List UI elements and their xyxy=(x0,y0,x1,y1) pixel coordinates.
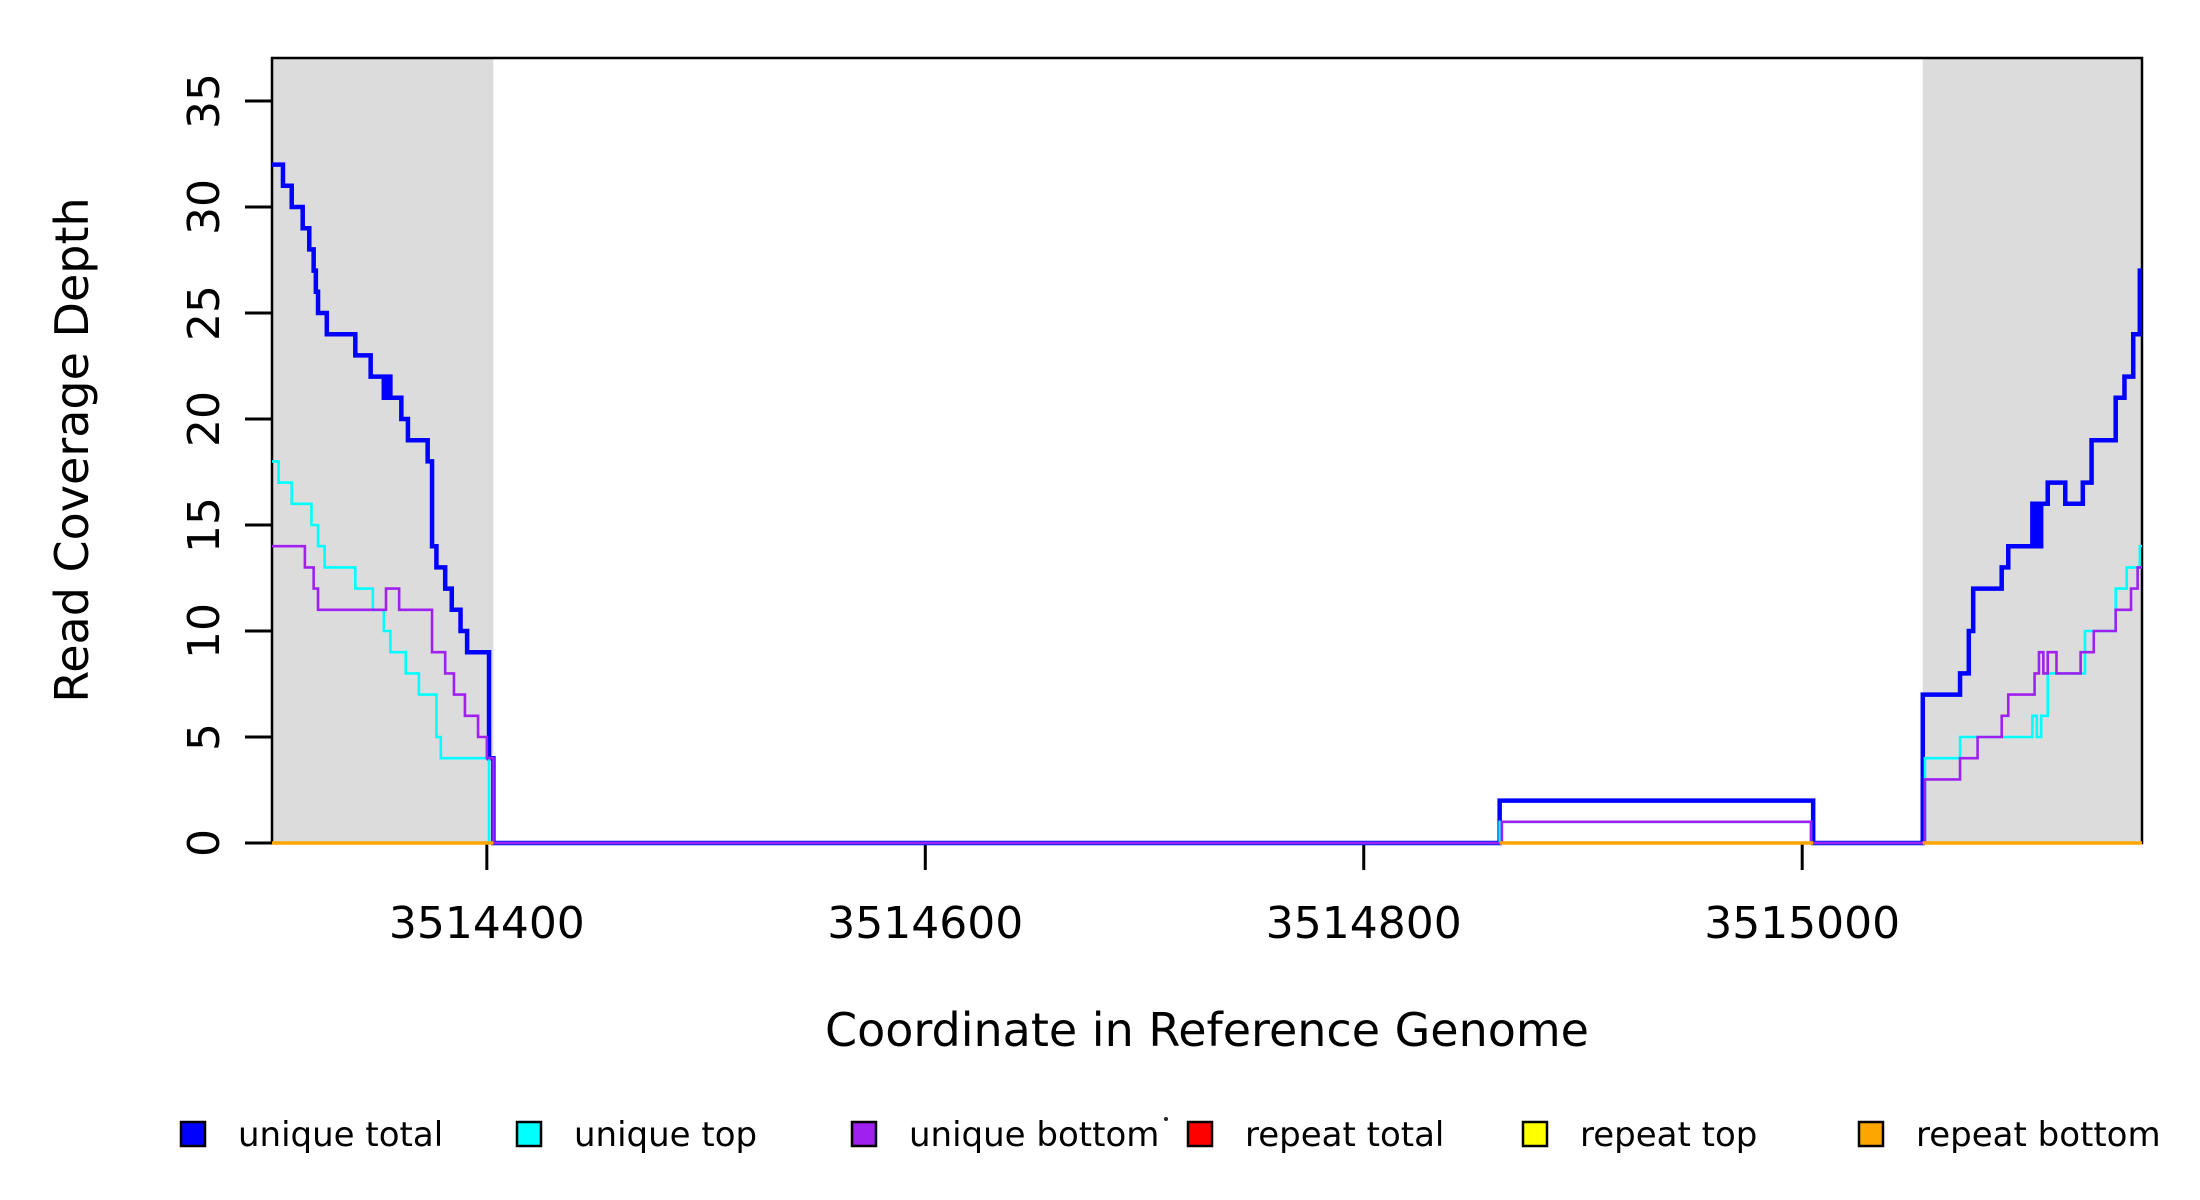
x-tick-label: 3515000 xyxy=(1704,898,1900,949)
y-tick-label: 30 xyxy=(179,179,230,235)
legend-label: repeat bottom xyxy=(1916,1115,2161,1155)
data-series xyxy=(272,162,2143,846)
legend-swatch-repeat-top xyxy=(1521,1120,1549,1148)
legend-label: unique bottom xyxy=(909,1115,1159,1155)
legend-label: repeat top xyxy=(1580,1115,1757,1155)
legend-item-repeat-bottom: repeat bottom xyxy=(1857,1115,2161,1155)
legend-swatch-repeat-bottom xyxy=(1857,1120,1885,1148)
legend-swatch-unique-total xyxy=(179,1120,207,1148)
y-axis: 0 5 10 15 20 25 30 35 xyxy=(179,73,272,857)
legend-swatch-unique-top xyxy=(515,1120,543,1148)
y-tick-label: 10 xyxy=(179,603,230,659)
repeat-region-right xyxy=(1922,58,2142,843)
y-tick-label: 15 xyxy=(179,497,230,553)
legend-swatch-repeat-total xyxy=(1186,1120,1214,1148)
repeat-region-left xyxy=(272,58,494,843)
legend: unique total unique top unique bottom repea… xyxy=(179,1115,2161,1155)
x-tick-label: 3514600 xyxy=(827,898,1023,949)
stray-dot-artifact xyxy=(1164,1117,1168,1121)
legend-swatch-unique-bottom xyxy=(850,1120,878,1148)
y-axis-title: Read Coverage Depth xyxy=(45,197,99,702)
legend-label: unique total xyxy=(238,1115,443,1155)
legend-label: unique top xyxy=(574,1115,757,1155)
legend-item-repeat-total: repeat total xyxy=(1186,1115,1444,1155)
x-tick-label: 3514400 xyxy=(389,898,585,949)
legend-label: repeat total xyxy=(1245,1115,1444,1155)
shaded-repeat-regions xyxy=(272,58,2142,843)
y-tick-label: 35 xyxy=(179,73,230,129)
series-unique-top xyxy=(272,460,2142,845)
y-tick-label: 5 xyxy=(179,723,230,751)
x-axis-title: Coordinate in Reference Genome xyxy=(825,1003,1589,1057)
legend-item-unique-total: unique total xyxy=(179,1115,443,1155)
y-tick-label: 25 xyxy=(179,285,230,341)
y-tick-label: 20 xyxy=(179,391,230,447)
series-unique-bottom xyxy=(272,544,2142,845)
legend-item-unique-top: unique top xyxy=(515,1115,757,1155)
legend-item-unique-bottom: unique bottom xyxy=(850,1115,1159,1155)
x-axis: 3514400 3514600 3514800 3515000 xyxy=(389,843,1900,949)
series-unique-total xyxy=(272,162,2143,846)
x-tick-label: 3514800 xyxy=(1266,898,1462,949)
legend-item-repeat-top: repeat top xyxy=(1521,1115,1757,1155)
y-tick-label: 0 xyxy=(179,829,230,857)
